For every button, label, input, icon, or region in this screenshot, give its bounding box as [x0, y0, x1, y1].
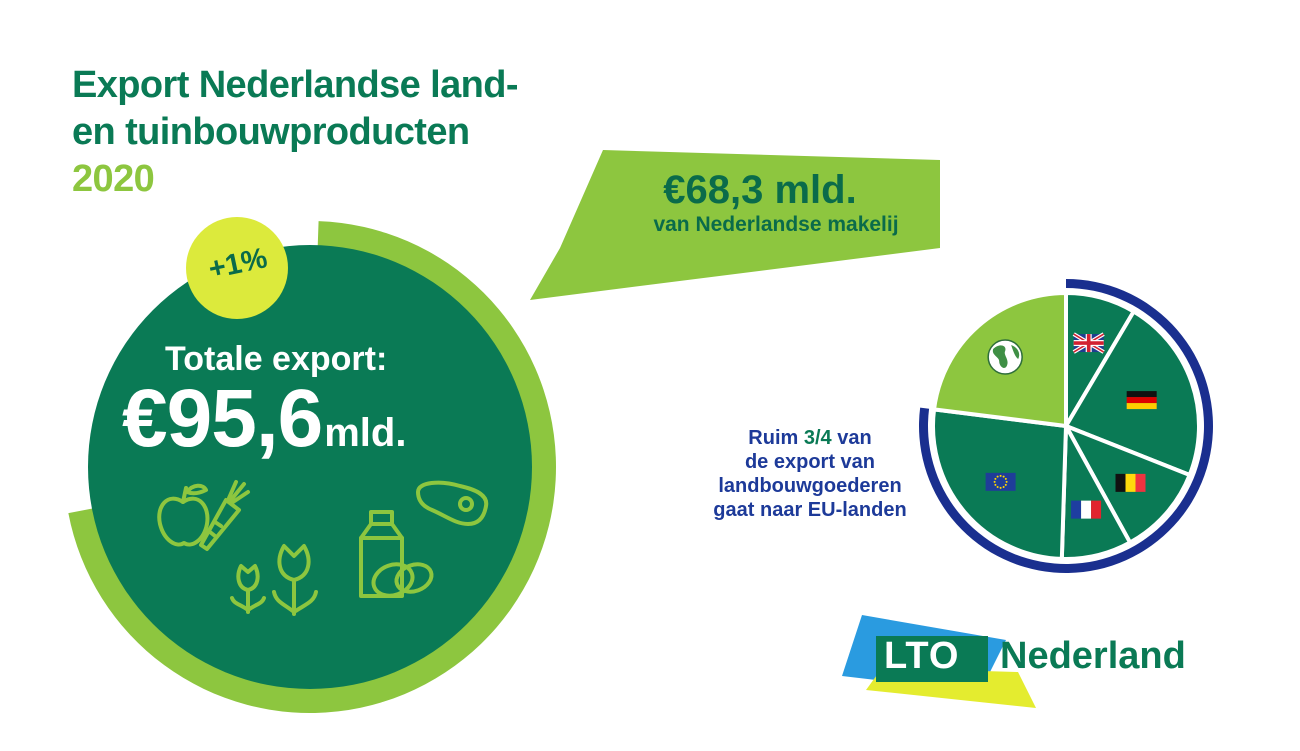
eu-share-note: Ruim 3/4 van de export van landbouwgoede…: [690, 426, 930, 522]
carrot-icon: [199, 480, 250, 551]
title-line-1: Export Nederlandse land-: [72, 64, 519, 106]
growth-badge: [186, 217, 288, 319]
eu-note-line-1: Ruim 3/4 van: [690, 426, 930, 450]
logo-dark-block: [876, 636, 988, 682]
milk-carton-icon: [359, 510, 404, 598]
total-export-value: €95,6mld.: [122, 372, 406, 466]
title-year: 2020: [72, 158, 155, 200]
logo-nederland: Nederland: [1000, 635, 1186, 677]
eu-flag-icon: [985, 472, 1016, 491]
uk-flag-icon: [1072, 332, 1105, 354]
total-export-label: Totale export:: [165, 340, 388, 378]
callout-shape: [530, 150, 940, 300]
logo-lto: LTO: [884, 635, 960, 677]
callout-value: €68,3 mld.: [663, 168, 857, 212]
germany-flag-icon: [1126, 391, 1157, 410]
meat-icon: [416, 480, 489, 526]
callout: €68,3 mld. van Nederlandse makelij: [585, 168, 935, 238]
france-flag-icon: [1071, 500, 1102, 519]
apple-icon: [157, 483, 210, 547]
eu-note-line-1-a: Ruim: [748, 427, 804, 449]
eu-note-line-4: gaat naar EU-landen: [713, 499, 907, 521]
eu-note-line-3: landbouwgoederen: [718, 475, 902, 497]
globe-icon: [987, 339, 1023, 375]
egg-icon: [371, 562, 434, 598]
callout-label: van Nederlandse makelij: [653, 213, 899, 236]
page-title: Export Nederlandse land- en tuinbouwprod…: [72, 62, 519, 203]
eu-note-line-1-b: van: [831, 427, 872, 449]
total-export-unit: mld.: [324, 411, 407, 455]
total-export-number: €95,6: [122, 373, 323, 464]
eu-note-line-2: de export van: [744, 451, 876, 473]
total-export-circle: [88, 245, 532, 689]
title-line-2: en tuinbouwproducten: [72, 111, 470, 153]
tulip-icon: [230, 544, 318, 616]
belgium-flag-icon: [1115, 473, 1146, 492]
eu-note-fraction: 3/4: [803, 427, 832, 449]
